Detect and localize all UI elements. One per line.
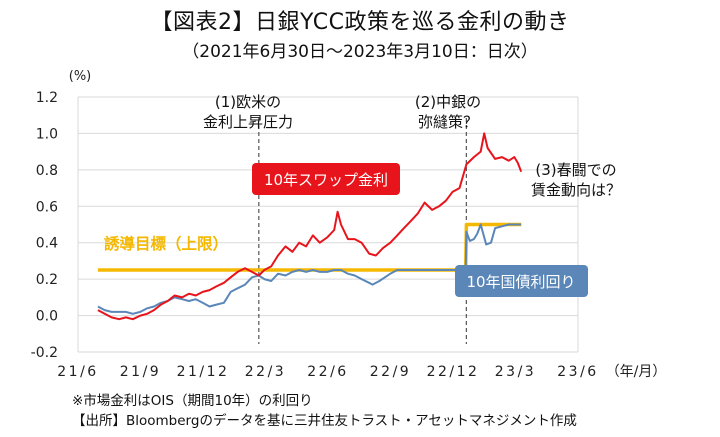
x-tick-label: 21/9 <box>120 364 161 380</box>
x-axis-unit: （年/月） <box>606 364 667 380</box>
jgb-label: 10年国債利回り <box>466 273 575 291</box>
chart-title: 【図表2】日銀YCC政策を巡る金利の動き <box>150 10 570 35</box>
note-source: 【出所】Bloombergのデータを基に三井住友トラスト・アセットマネジメント作… <box>72 413 577 429</box>
y-tick-label: 0.8 <box>36 163 58 179</box>
annotation-lines <box>258 118 467 344</box>
cap-label: 誘導目標（上限） <box>104 234 228 253</box>
y-tick-label: 0.6 <box>36 199 58 215</box>
y-tick-label: 1.2 <box>36 90 58 106</box>
series-line-swap <box>97 132 523 321</box>
chart-subtitle: （2021年6月30日～2023年3月10日：日次） <box>182 42 538 62</box>
x-tick-label: 22/9 <box>370 364 411 380</box>
annotation-label: (2)中銀の <box>415 93 481 111</box>
annotation-label: (1)欧米の <box>215 93 281 111</box>
y-tick-label: 0.0 <box>36 309 58 325</box>
y-axis: -0.2 0.0 0.2 0.4 0.6 0.8 1.0 1.2 (%) <box>31 69 92 361</box>
annotation-label: 金利上昇圧力 <box>203 113 293 131</box>
jgb-label-box <box>455 265 588 297</box>
x-tick-label: 22/6 <box>307 364 348 380</box>
x-tick-label: 23/3 <box>495 364 536 380</box>
y-tick-label: 0.4 <box>36 236 58 252</box>
series <box>97 132 523 321</box>
annotation-label: 弥縫策？ <box>418 113 478 131</box>
series-line-jgb <box>97 223 522 315</box>
y-axis-unit: (%) <box>69 69 92 84</box>
x-axis: 21/6 21/9 21/12 22/3 22/6 22/9 22/12 23/3 23/6 （年… <box>57 364 666 380</box>
x-tick-label: 22/12 <box>427 364 480 380</box>
x-tick-label: 23/6 <box>557 364 598 380</box>
swap-label-box <box>252 163 400 195</box>
y-tick-label: 0.2 <box>36 272 58 288</box>
y-tick-label: -0.2 <box>31 345 58 361</box>
x-tick-label: 21/12 <box>177 364 230 380</box>
annotation-label: (3)春闘での <box>535 161 616 179</box>
annotation-label: 賃金動向は？ <box>531 181 621 199</box>
x-tick-label: 22/3 <box>245 364 286 380</box>
y-tick-label: 1.0 <box>36 126 58 142</box>
swap-label: 10年スワップ金利 <box>264 171 388 189</box>
x-tick-label: 21/6 <box>57 364 98 380</box>
note-market-rate: ※市場金利はOIS（期間10年）の利回り <box>72 393 313 409</box>
